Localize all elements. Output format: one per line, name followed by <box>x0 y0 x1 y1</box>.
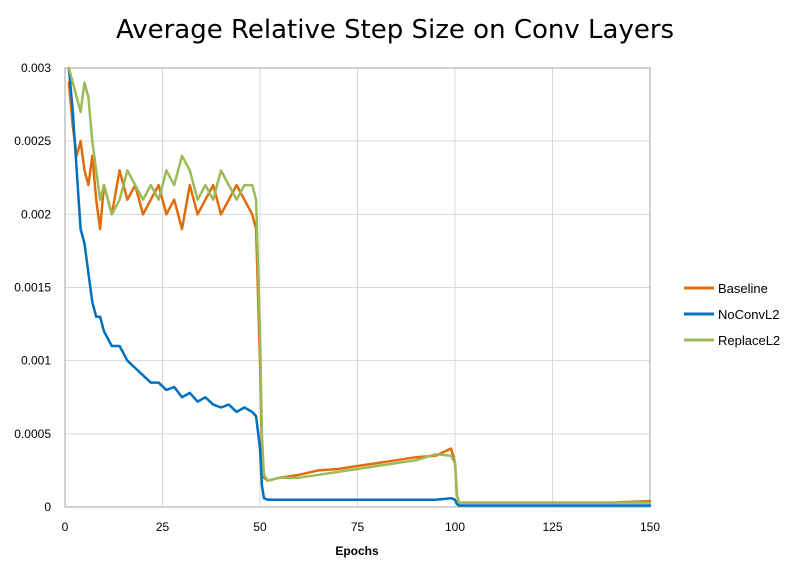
x-axis-tick-labels: 0 25 50 75 100 125 150 <box>62 520 661 534</box>
y-tick-label: 0.003 <box>21 61 51 75</box>
x-tick-label: 150 <box>640 520 660 534</box>
series-line-replacel2 <box>67 66 652 504</box>
y-tick-label: 0.0005 <box>14 427 51 441</box>
x-tick-label: 0 <box>62 520 69 534</box>
legend-label-replacel2: ReplaceL2 <box>718 333 780 348</box>
y-tick-label: 0.0015 <box>14 281 51 295</box>
x-tick-label: 25 <box>156 520 170 534</box>
y-tick-label: 0.0025 <box>14 134 51 148</box>
x-tick-label: 125 <box>542 520 562 534</box>
x-axis-label: Epochs <box>335 544 379 558</box>
series-line-noconvl2 <box>67 66 652 507</box>
legend: Baseline NoConvL2 ReplaceL2 <box>684 281 780 348</box>
series-lines <box>67 66 652 507</box>
x-tick-label: 50 <box>253 520 267 534</box>
chart-title: Average Relative Step Size on Conv Layer… <box>116 15 674 45</box>
x-tick-label: 100 <box>445 520 465 534</box>
plot-area <box>64 67 651 508</box>
y-axis-tick-labels: 0 0.0005 0.001 0.0015 0.002 0.0025 0.003 <box>14 61 51 514</box>
series-line-baseline <box>67 81 652 504</box>
y-tick-label: 0.001 <box>21 354 51 368</box>
x-tick-label: 75 <box>351 520 365 534</box>
legend-label-baseline: Baseline <box>718 281 768 296</box>
y-tick-label: 0.002 <box>21 207 51 221</box>
y-tick-label: 0 <box>44 500 51 514</box>
legend-label-noconvl2: NoConvL2 <box>718 307 779 322</box>
